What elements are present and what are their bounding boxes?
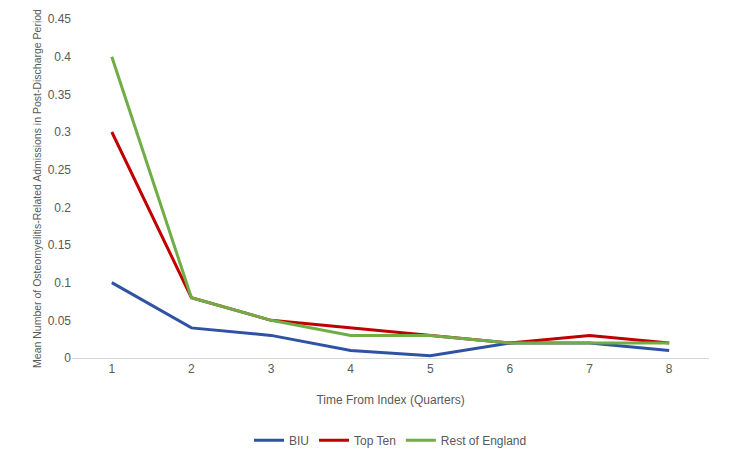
svg-text:0.45: 0.45 xyxy=(48,12,72,26)
svg-text:0.05: 0.05 xyxy=(48,314,72,328)
svg-text:0.35: 0.35 xyxy=(48,88,72,102)
svg-text:0.4: 0.4 xyxy=(54,50,71,64)
svg-text:0.1: 0.1 xyxy=(54,276,71,290)
svg-text:0.3: 0.3 xyxy=(54,125,71,139)
svg-text:4: 4 xyxy=(347,362,354,376)
svg-text:2: 2 xyxy=(188,362,195,376)
svg-text:Rest of England: Rest of England xyxy=(441,434,526,448)
svg-text:6: 6 xyxy=(507,362,514,376)
svg-text:7: 7 xyxy=(586,362,593,376)
svg-text:Top Ten: Top Ten xyxy=(354,434,396,448)
svg-text:0.2: 0.2 xyxy=(54,201,71,215)
svg-text:5: 5 xyxy=(427,362,434,376)
svg-text:Mean Number of Osteomyelitis-R: Mean Number of Osteomyelitis-Related Adm… xyxy=(31,9,43,368)
svg-text:1: 1 xyxy=(108,362,115,376)
svg-text:3: 3 xyxy=(268,362,275,376)
svg-text:0.15: 0.15 xyxy=(48,238,72,252)
svg-text:0.25: 0.25 xyxy=(48,163,72,177)
svg-text:Time From Index (Quarters): Time From Index (Quarters) xyxy=(316,393,464,407)
svg-text:0: 0 xyxy=(64,351,71,365)
svg-text:BIU: BIU xyxy=(289,434,309,448)
svg-text:8: 8 xyxy=(666,362,673,376)
